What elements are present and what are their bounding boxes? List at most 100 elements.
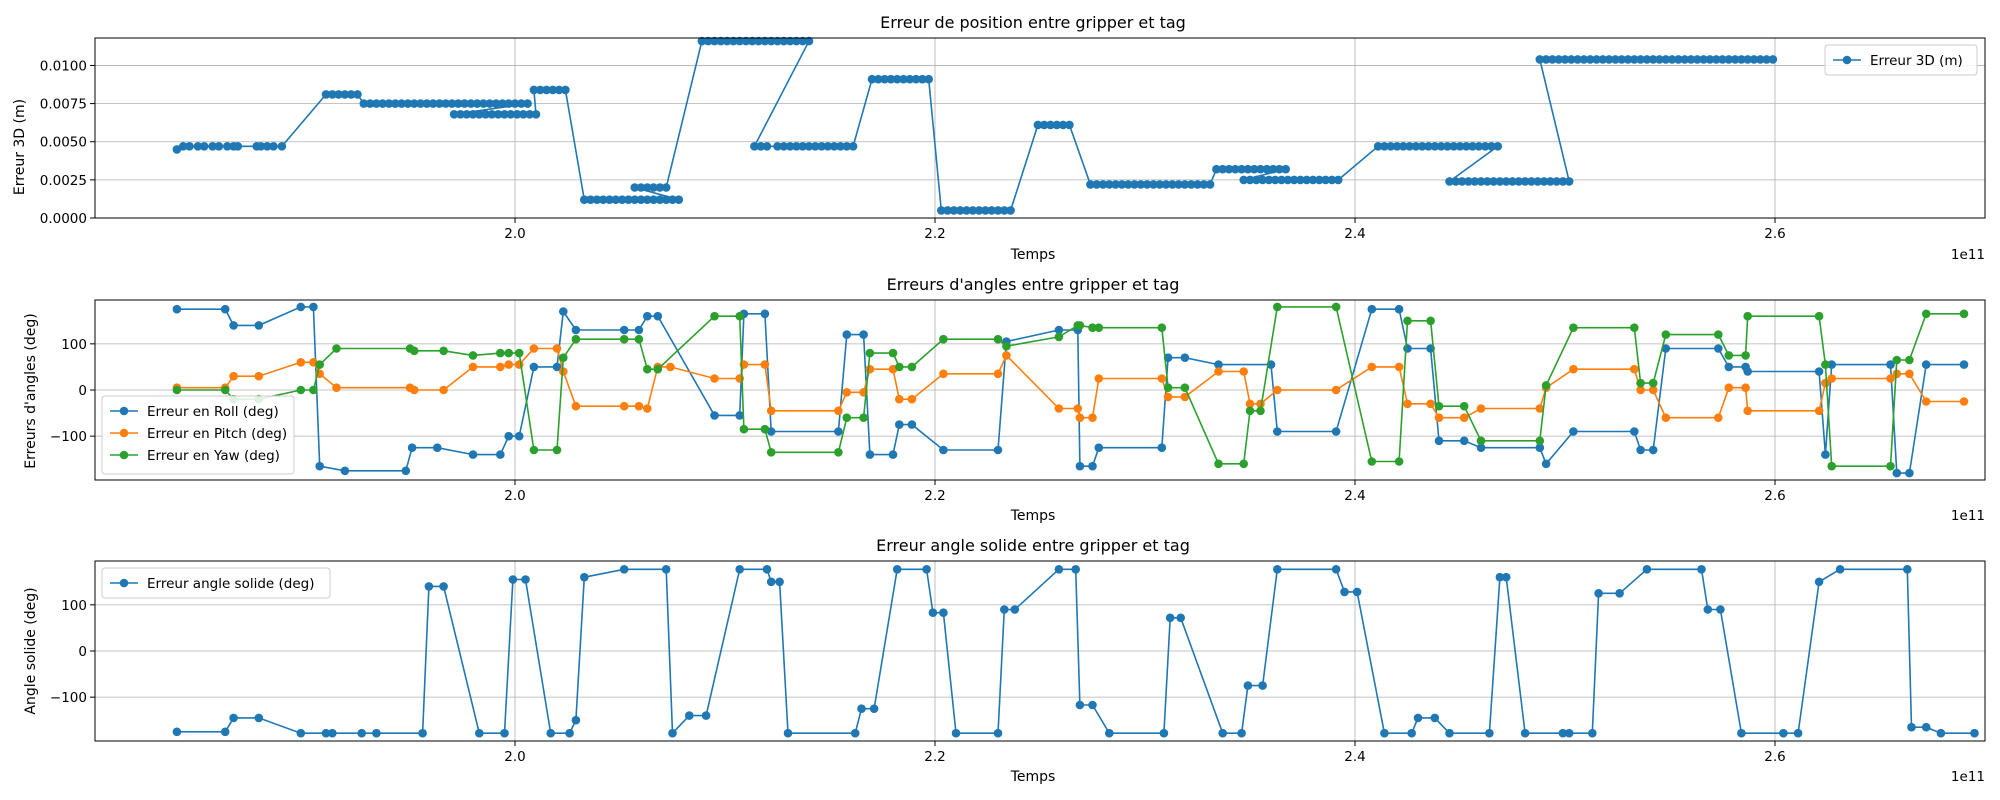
data-point	[1827, 360, 1836, 369]
data-point	[1598, 55, 1608, 64]
data-point	[510, 99, 520, 108]
data-point	[1921, 397, 1931, 406]
data-point	[907, 362, 917, 372]
data-point	[924, 74, 933, 84]
data-point	[1426, 316, 1435, 326]
axes-frame	[94, 560, 1986, 742]
data-point	[571, 334, 581, 344]
data-point	[1892, 468, 1902, 478]
data-point	[506, 110, 516, 119]
data-point	[1959, 397, 1969, 406]
data-point	[735, 36, 744, 46]
data-point	[911, 74, 921, 84]
data-point	[498, 99, 507, 108]
data-point	[1821, 360, 1830, 369]
data-point	[1394, 457, 1404, 466]
data-point	[1548, 55, 1557, 64]
data-point	[561, 85, 570, 95]
data-point	[1680, 55, 1689, 64]
subplot-angle-errors: Erreurs d'angles entre gripper et tag Te…	[23, 275, 1986, 524]
data-point	[529, 344, 539, 353]
data-point	[1268, 164, 1278, 174]
y-tick-label: −100	[50, 429, 87, 445]
data-point	[1159, 728, 1169, 738]
data-point	[766, 448, 776, 457]
data-point	[1552, 177, 1561, 186]
x-tick-label: 2.6	[1764, 488, 1785, 504]
data-point	[1218, 728, 1227, 738]
data-point	[1256, 164, 1265, 174]
data-point	[208, 142, 217, 151]
data-point	[512, 110, 522, 119]
data-point	[1541, 55, 1551, 64]
data-point	[403, 99, 413, 108]
data-point	[939, 445, 948, 455]
data-point	[1315, 175, 1324, 185]
data-point	[1331, 302, 1341, 312]
data-point	[1476, 436, 1486, 446]
data-point	[1470, 177, 1479, 186]
data-point	[514, 348, 524, 358]
data-point	[1569, 427, 1578, 436]
data-point	[332, 383, 341, 393]
data-point	[834, 448, 843, 457]
data-point	[1886, 360, 1895, 369]
data-point	[1105, 180, 1114, 189]
data-point	[619, 401, 629, 411]
data-point	[1886, 461, 1895, 471]
data-point	[1445, 728, 1454, 738]
data-point	[1180, 180, 1190, 189]
data-point	[496, 348, 505, 358]
subplot-title: Erreurs d'angles entre gripper et tag	[887, 275, 1180, 294]
series-group	[172, 302, 1969, 478]
data-point	[439, 385, 448, 395]
data-point	[1921, 309, 1931, 319]
data-point	[1714, 344, 1723, 353]
data-point	[1724, 351, 1734, 360]
data-point	[817, 142, 826, 151]
data-point	[1231, 164, 1240, 174]
data-point	[514, 431, 524, 441]
data-point	[491, 99, 501, 108]
y-tick-label: 0	[78, 644, 87, 660]
data-point	[1367, 457, 1377, 466]
data-point	[943, 206, 952, 215]
data-point	[1157, 323, 1167, 333]
data-point	[456, 110, 465, 119]
subplot-position-error: Erreur de position entre gripper et tag …	[12, 13, 1986, 263]
data-point	[214, 142, 224, 151]
data-point	[1052, 120, 1062, 130]
data-point	[655, 183, 665, 192]
data-point	[1245, 399, 1255, 409]
data-point	[649, 183, 658, 192]
grid	[95, 561, 1985, 741]
data-point	[1648, 385, 1658, 395]
data-point	[1252, 175, 1261, 185]
data-point	[424, 582, 434, 591]
data-point	[1762, 55, 1771, 64]
data-point	[895, 362, 904, 372]
data-point	[993, 334, 1003, 344]
data-point	[580, 572, 589, 582]
x-axis-label: Temps	[1010, 508, 1056, 524]
data-point	[500, 728, 509, 738]
data-point	[661, 565, 671, 574]
data-point	[178, 142, 188, 151]
data-point	[842, 142, 852, 151]
data-point	[1959, 309, 1969, 319]
data-point	[1058, 120, 1068, 130]
data-point	[519, 110, 528, 119]
data-point	[955, 206, 965, 215]
data-point	[974, 206, 984, 215]
y-tick-label: 0.0050	[40, 135, 87, 151]
data-point	[1476, 443, 1486, 453]
data-point	[559, 307, 568, 316]
data-point	[1407, 728, 1416, 738]
data-point	[1464, 177, 1473, 186]
data-point	[1648, 55, 1658, 64]
data-point	[233, 142, 243, 151]
data-point	[1273, 385, 1282, 395]
data-point	[865, 450, 875, 459]
data-point	[834, 427, 843, 436]
data-point	[1535, 55, 1545, 64]
